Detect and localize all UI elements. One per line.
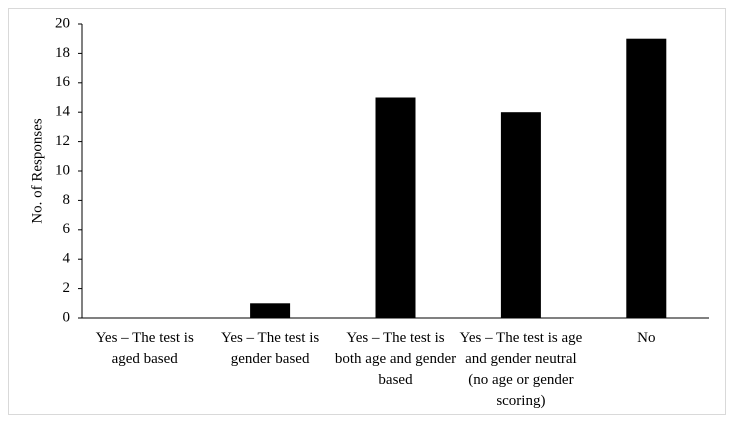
bar	[500, 112, 541, 318]
y-tick-label: 8	[63, 192, 71, 208]
y-tick-label: 2	[63, 280, 71, 296]
bar	[626, 38, 667, 318]
x-tick-label: Yes – The test is aged based	[95, 330, 194, 367]
y-tick-label: 20	[55, 15, 70, 31]
y-tick-label: 6	[63, 221, 71, 237]
x-tick-label: Yes – The test is gender based	[220, 330, 320, 367]
y-tick-label: 4	[63, 251, 71, 267]
y-tick-label: 18	[55, 45, 70, 61]
bar	[375, 97, 416, 318]
x-tick-label: Yes – The test is age and gender neutral…	[459, 330, 583, 409]
y-tick-label: 16	[55, 74, 71, 90]
y-axis-title: No. of Responses	[29, 118, 45, 224]
chart-border	[8, 8, 726, 415]
y-tick-label: 0	[63, 309, 71, 325]
y-tick-label: 12	[55, 133, 70, 149]
y-tick-label: 14	[55, 104, 71, 120]
bar	[250, 303, 291, 318]
x-tick-label: No	[637, 330, 656, 346]
x-tick-label: Yes – The test is both age and gender ba…	[334, 330, 457, 388]
y-tick-label: 10	[55, 162, 70, 178]
